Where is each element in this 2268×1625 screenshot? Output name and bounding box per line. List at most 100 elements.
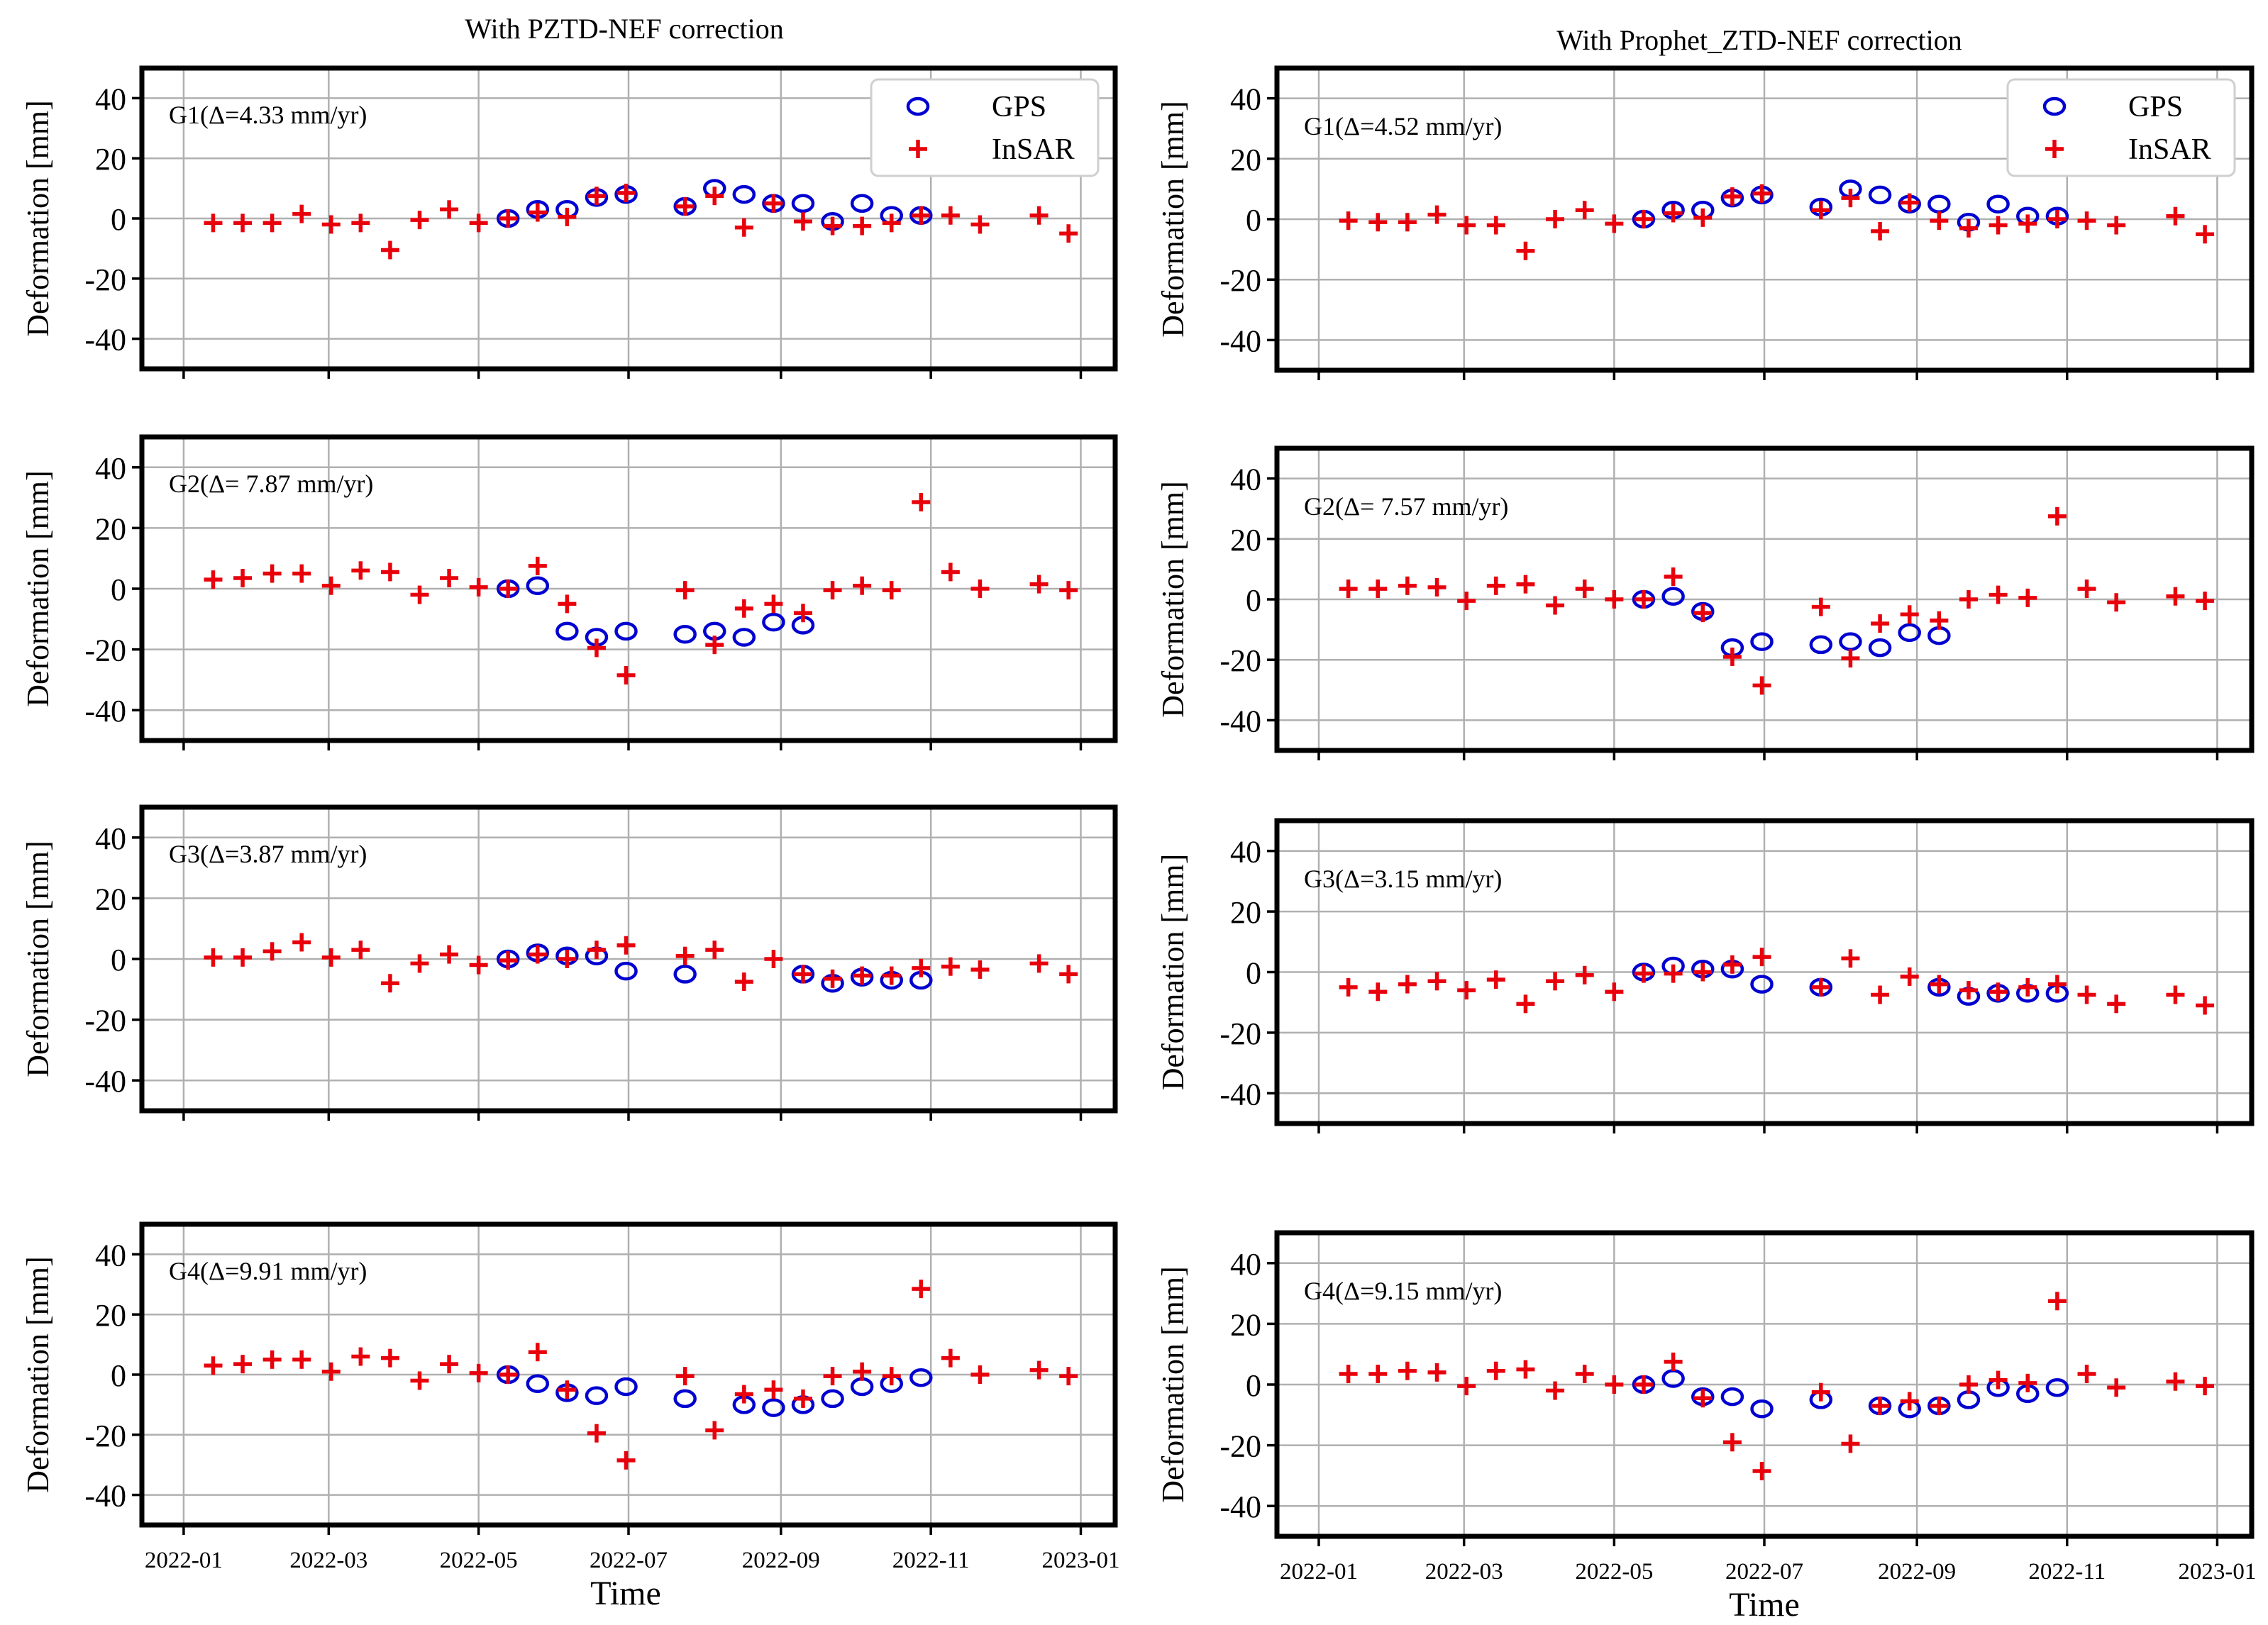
x-tick-label: 2023-01 xyxy=(1041,1548,1119,1573)
insar-point xyxy=(351,561,370,580)
gps-point xyxy=(762,612,785,632)
insar-point xyxy=(410,211,429,230)
insar-point xyxy=(616,665,636,684)
legend: GPS InSAR xyxy=(2006,78,2236,177)
insar-point xyxy=(587,1424,606,1443)
insar-point xyxy=(587,187,606,206)
insar-point xyxy=(2047,975,2067,994)
insar-point xyxy=(1693,963,1713,982)
insar-point xyxy=(1546,210,1565,228)
insar-point xyxy=(1029,206,1049,225)
y-tick-label: 40 xyxy=(1230,82,1261,117)
legend-insar-label: InSAR xyxy=(2128,133,2211,166)
y-axis-label: Deformation [mm] xyxy=(21,100,55,337)
insar-point xyxy=(292,204,311,223)
insar-point xyxy=(1841,949,1860,968)
panel-g4: 40 20 0 -20 -40 Deformation [mm] G4(Δ=9.91 mm/… xyxy=(21,1221,1119,1612)
insar-point xyxy=(941,957,960,976)
insar-point xyxy=(853,216,872,235)
y-tick-label: -40 xyxy=(84,694,126,728)
insar-point xyxy=(233,213,253,233)
legend: GPS InSAR xyxy=(870,78,1100,177)
x-tick-label: 2022-09 xyxy=(1878,1559,1956,1585)
insar-point xyxy=(1752,948,1771,967)
y-tick-label: -20 xyxy=(84,1004,126,1038)
insar-point xyxy=(1959,590,1978,609)
panel-g3: 40 20 0 -20 -40 Deformation [mm] G3(Δ=3.87 mm/… xyxy=(21,804,1118,1121)
x-tick-label: 2022-05 xyxy=(440,1548,518,1573)
insar-point xyxy=(793,212,812,231)
insar-point xyxy=(1516,1360,1535,1379)
left-column: With PZTD-NEF correction 40 20 0 -20 -40 Defo… xyxy=(21,13,1119,1612)
insar-point xyxy=(2077,1365,2096,1384)
insar-point xyxy=(616,183,636,202)
insar-point xyxy=(1871,985,1890,1004)
insar-point xyxy=(1722,955,1742,974)
insar-point xyxy=(1398,975,1417,994)
insar-point xyxy=(616,936,636,955)
insar-point xyxy=(1059,581,1078,600)
insar-point xyxy=(2107,994,2126,1014)
insar-point xyxy=(941,206,960,225)
insar-point xyxy=(410,1371,429,1390)
axes-frame xyxy=(139,804,1118,1114)
insar-point xyxy=(1693,208,1713,227)
insar-point xyxy=(528,203,547,222)
x-tick-label: 2022-09 xyxy=(742,1548,820,1573)
insar-point xyxy=(941,562,960,582)
insar-point xyxy=(1664,567,1683,587)
insar-point xyxy=(1811,977,1830,997)
gps-point xyxy=(526,576,550,595)
gps-point xyxy=(1839,632,1862,651)
gps-point xyxy=(1720,1387,1744,1407)
insar-point xyxy=(1457,592,1476,611)
insar-point xyxy=(204,570,223,589)
x-tick-label: 2023-01 xyxy=(2178,1559,2256,1585)
insar-point xyxy=(734,972,753,992)
y-tick-label: -20 xyxy=(1219,643,1261,678)
y-tick-label: 20 xyxy=(1230,895,1261,930)
insar-point xyxy=(2077,579,2096,599)
insar-point xyxy=(1811,597,1830,616)
y-tick-label: -20 xyxy=(84,1419,126,1453)
insar-point xyxy=(734,1385,753,1404)
insar-point xyxy=(2018,1373,2037,1392)
insar-point xyxy=(1486,576,1505,595)
insar-point xyxy=(1959,1375,1978,1394)
insar-point xyxy=(1871,1396,1890,1415)
y-tick-label: -20 xyxy=(84,633,126,668)
gps-point xyxy=(1868,638,1892,658)
left-column-title: With PZTD-NEF correction xyxy=(465,13,783,45)
insar-point xyxy=(675,581,695,600)
insar-point xyxy=(705,1421,724,1440)
station-label: G3(Δ=3.87 mm/yr) xyxy=(169,840,367,868)
x-tick-label: 2022-07 xyxy=(590,1548,668,1573)
insar-point xyxy=(1457,981,1476,1000)
right-column: With Prophet_ZTD-NEF correction 40 20 0 -20… xyxy=(1156,24,2256,1624)
insar-point xyxy=(380,562,399,582)
gps-point xyxy=(1898,623,1921,643)
insar-point xyxy=(2107,216,2126,235)
insar-point xyxy=(2077,211,2096,231)
insar-point xyxy=(1959,981,1978,1000)
insar-point xyxy=(469,577,488,597)
y-tick-label: 40 xyxy=(1230,462,1261,497)
x-axis-label: Time xyxy=(1729,1586,1800,1624)
insar-point xyxy=(321,576,341,595)
insar-point xyxy=(1546,596,1565,615)
insar-point xyxy=(558,950,577,968)
insar-point xyxy=(204,948,223,967)
insar-point xyxy=(912,1280,931,1299)
y-tick-label: -20 xyxy=(1219,263,1261,298)
insar-point xyxy=(793,965,812,984)
y-axis-label: Deformation [mm] xyxy=(21,470,55,707)
insar-point xyxy=(853,1362,872,1381)
x-tick-label: 2022-11 xyxy=(2028,1559,2106,1585)
gps-point xyxy=(673,624,697,644)
gps-point xyxy=(909,1368,933,1387)
panel-g1: 40 20 0 -20 -40 Deformation [mm] G1(Δ=4.52 mm/… xyxy=(1156,65,2255,380)
y-tick-label: 20 xyxy=(95,882,126,916)
insar-point xyxy=(410,585,429,604)
y-tick-label: 40 xyxy=(95,821,126,856)
gps-point xyxy=(1986,194,2010,213)
